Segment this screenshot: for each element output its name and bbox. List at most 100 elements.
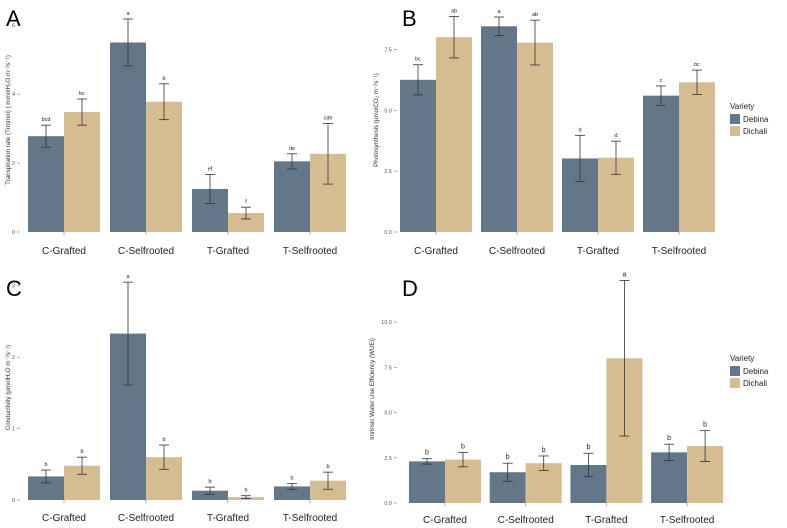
significance-letter: b [461, 443, 465, 450]
significance-letter: b [506, 454, 510, 461]
significance-letter: f [245, 199, 247, 205]
significance-letter: de [289, 146, 295, 152]
y-axis-title: Transpiration rate (Trmmol) ( mmolH₂O m⁻… [5, 55, 12, 185]
y-tick-label: 2 [12, 355, 15, 361]
bar-debina-t-selfrooted [643, 95, 679, 232]
significance-letter: a [497, 9, 501, 15]
significance-letter: b [425, 450, 429, 457]
bar-debina-c-grafted [28, 476, 64, 500]
bar-debina-t-selfrooted [274, 161, 310, 232]
bar-debina-c-selfrooted [481, 26, 517, 233]
significance-letter: ef [208, 166, 213, 172]
significance-letter: c [660, 78, 663, 84]
legend-swatch [730, 378, 740, 388]
bar-dichali-t-selfrooted [310, 480, 346, 500]
bar-dichali-c-grafted [436, 37, 472, 232]
bar-debina-t-grafted [192, 490, 228, 500]
bar-dichali-t-selfrooted [679, 82, 715, 233]
significance-letter: d [578, 127, 581, 133]
significance-letter: b [208, 479, 211, 485]
x-tick-label: C-Selfrooted [118, 513, 174, 524]
significance-letter: b [162, 76, 165, 82]
y-tick-label: 1 [12, 427, 15, 433]
x-tick-label: T-Grafted [207, 513, 249, 524]
x-tick-label: C-Grafted [423, 515, 467, 526]
bar-debina-c-grafted [409, 461, 445, 503]
significance-letter: b [703, 422, 707, 429]
significance-letter: b [80, 449, 83, 455]
panel-label: D [402, 276, 418, 301]
significance-letter: a [622, 271, 626, 278]
bar-dichali-c-grafted [64, 112, 100, 232]
significance-letter: cde [324, 115, 333, 121]
legend: Variety Debina Dichali [730, 102, 769, 136]
panel-a: A Transpiration rate (Trmmol) ( mmolH₂O m… [5, 6, 346, 257]
panel-b: B Photosynthesis (μmolCO₂ m⁻²s⁻¹) 0.0 2.5 5.… [373, 6, 769, 257]
bar-debina-t-selfrooted [274, 486, 310, 500]
significance-letter: b [162, 437, 165, 443]
significance-letter: bc [79, 91, 85, 97]
legend-title: Variety [730, 102, 754, 111]
significance-letter: ab [451, 9, 457, 15]
y-tick-label: 4 [12, 92, 15, 98]
legend-swatch [730, 114, 740, 124]
y-tick-label: 7.5 [384, 365, 392, 371]
legend: Variety Debina Dichali [730, 354, 769, 388]
y-tick-label: 0 [12, 498, 15, 504]
y-tick-label: 2 [12, 161, 15, 167]
y-tick-label: 0.0 [384, 501, 392, 507]
legend-title: Variety [730, 354, 754, 363]
significance-letter: bc [694, 62, 700, 68]
x-tick-label: C-Selfrooted [118, 246, 174, 257]
bar-dichali-c-selfrooted [517, 42, 553, 232]
significance-letter: a [126, 11, 130, 17]
x-tick-label: T-Selfrooted [283, 246, 337, 257]
bar-debina-c-grafted [400, 79, 436, 233]
x-tick-label: T-Grafted [577, 246, 619, 257]
legend-label: Debina [743, 367, 769, 376]
significance-letter: bc [415, 57, 421, 63]
x-tick-label: C-Selfrooted [489, 246, 545, 257]
significance-letter: b [44, 462, 47, 468]
x-tick-label: T-Selfrooted [660, 515, 714, 526]
significance-letter: b [290, 476, 293, 482]
x-tick-label: T-Selfrooted [652, 246, 706, 257]
significance-letter: bcd [42, 117, 51, 123]
significance-letter: b [326, 464, 329, 470]
x-tick-label: T-Grafted [585, 515, 627, 526]
panel-label: B [402, 6, 417, 31]
x-tick-label: C-Grafted [42, 513, 86, 524]
y-axis-title: Photosynthesis (μmolCO₂ m⁻²s⁻¹) [373, 73, 380, 167]
x-tick-label: T-Selfrooted [283, 513, 337, 524]
y-tick-label: 10.0 [381, 320, 392, 326]
panel-d: D Intrinsic Water Use Efficiency (WUEi) 0.… [369, 271, 769, 526]
x-tick-label: C-Grafted [414, 246, 458, 257]
bar-dichali-t-grafted [228, 213, 264, 232]
bar-debina-c-grafted [28, 136, 64, 232]
bar-dichali-c-selfrooted [146, 101, 182, 232]
significance-letter: b [244, 488, 247, 494]
legend-label: Dichali [743, 127, 767, 136]
y-tick-label: 5.0 [384, 411, 392, 417]
legend-swatch [730, 366, 740, 376]
significance-letter: d [614, 133, 617, 139]
significance-letter: b [542, 447, 546, 454]
y-axis-title: Conductivity (μmolH₂O m⁻²s⁻¹) [5, 345, 12, 430]
bar-debina-c-selfrooted [110, 42, 146, 232]
legend-label: Debina [743, 115, 769, 124]
y-tick-label: 7.5 [384, 47, 392, 53]
y-tick-label: 0 [12, 230, 15, 236]
y-tick-label: 0.0 [384, 230, 392, 236]
x-tick-label: C-Selfrooted [498, 515, 554, 526]
legend-swatch [730, 126, 740, 136]
significance-letter: b [586, 444, 590, 451]
legend-label: Dichali [743, 379, 767, 388]
panel-c: C Conductivity (μmolH₂O m⁻²s⁻¹) 0 1 2 3 b b C-Gr… [5, 274, 346, 524]
y-axis-title: Intrinsic Water Use Efficiency (WUEi) [369, 338, 376, 440]
panel-label: A [6, 6, 21, 31]
panel-label: C [6, 276, 22, 301]
x-tick-label: C-Grafted [42, 246, 86, 257]
y-tick-label: 6 [12, 23, 15, 29]
y-tick-label: 5.0 [384, 108, 392, 114]
y-tick-label: 2.5 [384, 456, 392, 462]
